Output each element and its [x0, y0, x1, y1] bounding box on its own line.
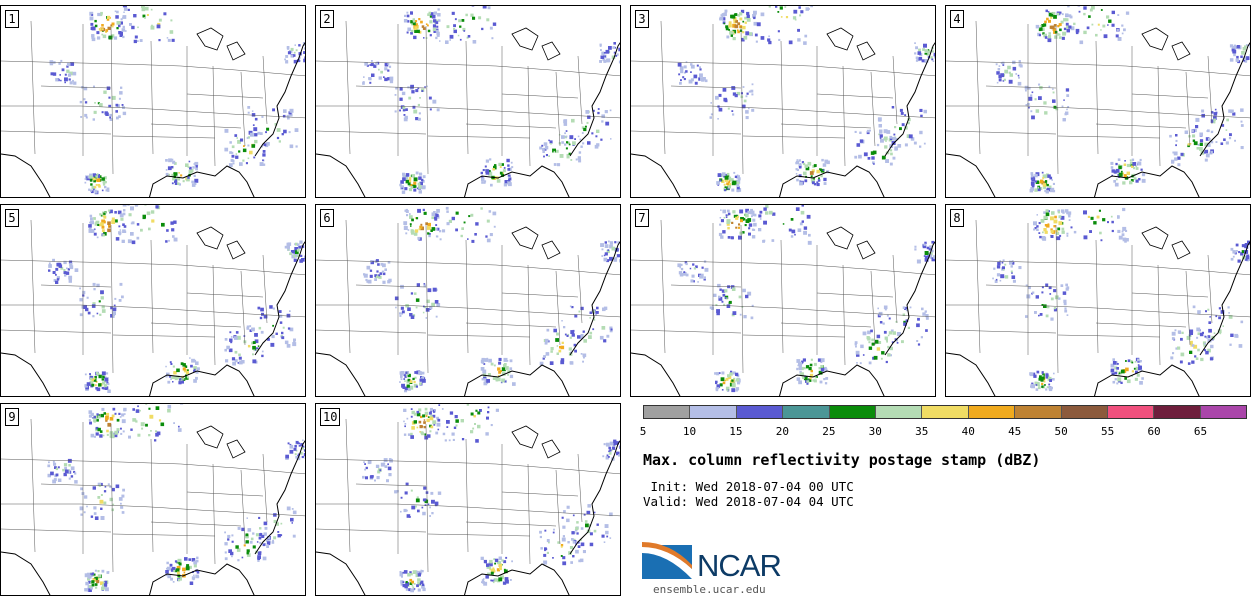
colorbar-tick-label: 40	[961, 425, 975, 438]
init-time: Init: Wed 2018-07-04 00 UTC	[643, 479, 854, 494]
member-number-label: 9	[5, 408, 19, 426]
reflectivity-map	[316, 404, 620, 595]
reflectivity-map	[1, 6, 305, 197]
colorbar-swatch	[1061, 406, 1108, 418]
reflectivity-map	[946, 207, 1250, 396]
ensemble-member-map: 7	[630, 204, 936, 397]
ensemble-member-map: 8	[945, 204, 1251, 397]
colorbar-tick-label: 60	[1147, 425, 1161, 438]
colorbar-tick-label: 45	[1008, 425, 1022, 438]
reflectivity-map	[316, 6, 620, 197]
colorbar-tick-label: 25	[822, 425, 836, 438]
valid-time: Valid: Wed 2018-07-04 04 UTC	[643, 494, 854, 509]
colorbar-tick-label: 55	[1100, 425, 1115, 438]
ensemble-member-map: 1	[0, 5, 306, 198]
member-number-label: 8	[950, 209, 964, 227]
reflectivity-map	[631, 6, 935, 197]
colorbar-tick-label: 30	[868, 425, 882, 438]
colorbar-swatch	[736, 406, 784, 418]
reflectivity-map	[946, 6, 1250, 197]
colorbar-swatch	[783, 406, 830, 418]
colorbar-tick-labels: 5 10 15 20 25 30 35 40 45 50 55 60 65	[639, 425, 1247, 439]
colorbar-swatch	[922, 406, 969, 418]
chart-title: Max. column reflectivity postage stamp (…	[643, 451, 1041, 469]
colorbar-tick-label: 15	[729, 425, 743, 438]
member-number-label: 1	[5, 10, 19, 28]
ensemble-member-map: 10	[315, 403, 621, 596]
colorbar-swatch	[1200, 406, 1247, 418]
colorbar-tick-label: 10	[682, 425, 697, 438]
colorbar-swatch	[690, 406, 737, 418]
colorbar-tick-label: 50	[1054, 425, 1068, 438]
colorbar-tick-label: 65	[1193, 425, 1208, 438]
reflectivity-map	[631, 205, 935, 396]
member-number-label: 10	[320, 408, 341, 426]
colorbar-swatch	[829, 406, 876, 418]
reflectivity-map	[316, 206, 620, 396]
colorbar-swatch	[1107, 406, 1155, 418]
colorbar-tick-label: 20	[775, 425, 789, 438]
ensemble-member-map: 5	[0, 204, 306, 397]
colorbar-swatch	[1154, 406, 1201, 418]
colorbar-tick-label: 5	[639, 425, 647, 438]
member-number-label: 4	[950, 10, 964, 28]
ncar-logo	[642, 542, 692, 579]
colorbar-swatch	[875, 406, 923, 418]
member-number-label: 7	[635, 209, 649, 227]
colorbar-swatch	[968, 406, 1016, 418]
member-number-label: 6	[320, 209, 334, 227]
site-url: ensemble.ucar.edu	[653, 583, 766, 596]
reflectivity-colorbar	[643, 405, 1247, 419]
reflectivity-map	[1, 404, 305, 595]
colorbar-swatch	[1015, 406, 1062, 418]
ensemble-member-map: 2	[315, 5, 621, 198]
ensemble-member-map: 4	[945, 5, 1251, 198]
ensemble-member-map: 3	[630, 5, 936, 198]
ensemble-member-map: 6	[315, 204, 621, 397]
ensemble-member-map: 9	[0, 403, 306, 596]
reflectivity-map	[1, 205, 305, 396]
member-number-label: 2	[320, 10, 334, 28]
ncar-logo-text: NCAR	[697, 548, 782, 583]
member-number-label: 3	[635, 10, 649, 28]
colorbar-swatch	[644, 406, 691, 418]
colorbar-tick-label: 35	[915, 425, 929, 438]
member-number-label: 5	[5, 209, 19, 227]
